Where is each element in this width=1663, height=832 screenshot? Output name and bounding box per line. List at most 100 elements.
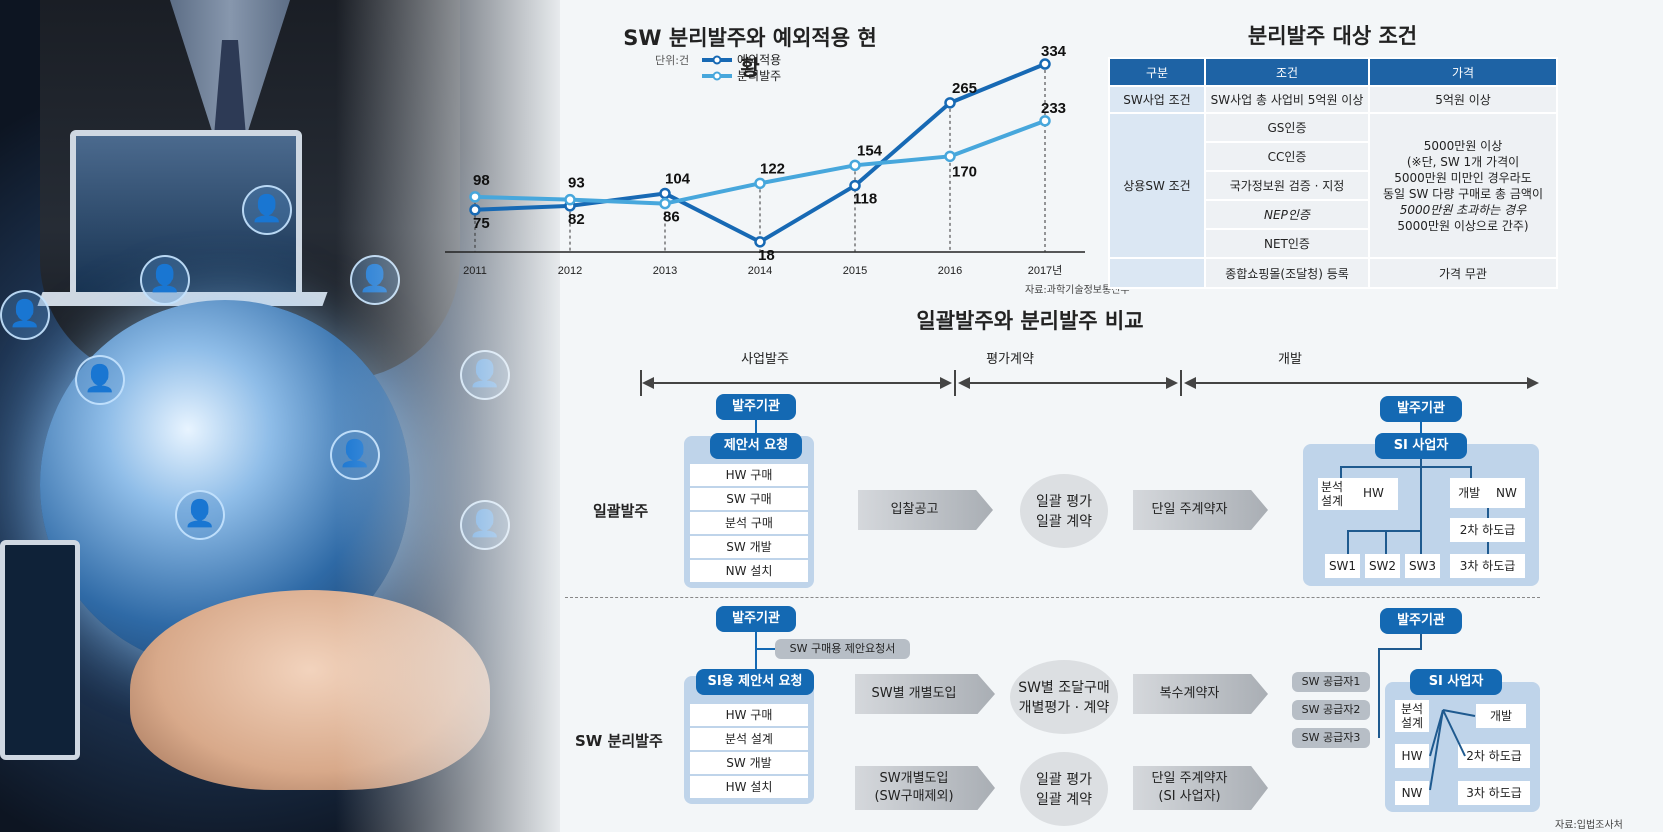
phase-line (650, 382, 940, 384)
analysis-line: 설계 (1321, 494, 1344, 508)
data-label: 86 (663, 209, 680, 226)
phase-arrow-right (940, 377, 952, 389)
split-right-org-pill: 발주기관 (1380, 608, 1462, 634)
split-item: 분석 설계 (690, 728, 808, 750)
phase-arrow-right (1527, 377, 1539, 389)
chart-source: 자료:과학기술정보통신부 (1025, 285, 1130, 296)
data-label: 75 (473, 215, 490, 232)
data-label: 170 (952, 163, 977, 180)
comparison-source: 자료:입법조사처 (1555, 820, 1623, 831)
sw-supplier: SW 공급자2 (1292, 700, 1370, 720)
x-tick-label: 2014 (748, 265, 772, 277)
row1-condition: SW사업 총 사업비 5억원 이상 (1204, 85, 1370, 114)
bulk-tender-arrow: 입찰공고 (858, 490, 993, 530)
split-eval-circle: SW별 조달구매 개별평가 · 계약 (1010, 660, 1118, 734)
bulk-sub3-box: 3차 하도급 (1450, 554, 1525, 578)
analysis-label: 분석 설계 (1321, 480, 1343, 508)
data-point (564, 193, 576, 206)
connector (1378, 648, 1380, 738)
phase-contract-label: 평가계약 (986, 352, 1034, 367)
bulk-org-pill: 발주기관 (716, 394, 796, 420)
split-org-pill: 발주기관 (716, 606, 796, 632)
data-label: 18 (758, 247, 775, 264)
sw-supplier: SW 공급자1 (1292, 672, 1370, 692)
bulk-item: SW 구매 (690, 488, 808, 510)
split-item: SW 개발 (690, 752, 808, 774)
analysis-line: 분석 (1400, 702, 1424, 716)
connector (1347, 530, 1420, 532)
row-divider (565, 597, 1540, 598)
data-point (659, 187, 671, 200)
circle-line: 일괄 계약 (1036, 514, 1092, 530)
bulk-rfp-pill: 제안서 요청 (710, 433, 802, 459)
bulk-single-contractor-arrow: 단일 주계약자 (1133, 490, 1268, 530)
connector (1385, 530, 1387, 554)
row3-category (1108, 257, 1206, 289)
data-label: 93 (568, 175, 585, 192)
connector (755, 420, 757, 434)
data-point (944, 150, 956, 163)
sw3-box: SW3 (1405, 554, 1440, 578)
price-line: 5000만원 이상 (1423, 138, 1503, 153)
data-label: 265 (952, 80, 977, 97)
chart-unit: 단위:건 (655, 54, 690, 67)
phase-order-label: 사업발주 (741, 352, 789, 367)
data-label: 104 (665, 170, 691, 187)
phase-arrow-left (1184, 377, 1196, 389)
circle-line: 일괄 평가 (1036, 494, 1092, 510)
table-title: 분리발주 대상 조건 (1247, 24, 1418, 48)
x-tick-label: 2015 (843, 265, 867, 277)
row2-price: 5000만원 이상 (※단, SW 1개 가격이 5000만원 미만인 경우라도… (1368, 112, 1558, 259)
price-line: 동일 SW 다량 구매로 총 금액이 (1383, 186, 1543, 201)
data-label: 98 (473, 172, 490, 189)
bulk-analysis-hw-box: 분석 설계 HW (1318, 478, 1398, 510)
split-sub2-box: 2차 하도급 (1458, 744, 1530, 768)
data-label: 122 (760, 160, 785, 177)
split-rfp-pill: SI용 제안서 요청 (696, 669, 814, 695)
split-multi-contractor-arrow: 복수계약자 (1133, 674, 1268, 714)
bulk-dev-nw-box: 개발 NW (1450, 478, 1525, 508)
bulk-eval-circle: 일괄 평가 일괄 계약 (1020, 474, 1108, 548)
connector (755, 632, 757, 672)
split-sub3-box: 3차 하도급 (1458, 781, 1530, 805)
arrow-line: 단일 주계약자 (1151, 771, 1228, 786)
connector (1420, 422, 1422, 434)
price-line: (※단, SW 1개 가격이 (1406, 154, 1520, 169)
bulk-item: SW 개발 (690, 536, 808, 558)
connector (1347, 530, 1349, 554)
data-label: 154 (857, 142, 883, 159)
legend-marker (712, 55, 722, 65)
hero-photo: 👤 👤 👤 👤 👤 👤 👤 👤 👤 (0, 0, 560, 832)
analysis-line: 설계 (1400, 716, 1424, 730)
phase-arrow-left (958, 377, 970, 389)
hw-label: HW (1363, 486, 1384, 500)
data-point (754, 177, 766, 190)
sw2-box: SW2 (1365, 554, 1400, 578)
split-individual-arrow: SW별 개별도입 (855, 674, 995, 714)
dev-label: 개발 (1458, 486, 1481, 500)
row1-category: SW사업 조건 (1108, 85, 1206, 114)
connector (1420, 459, 1422, 575)
header-condition: 조건 (1204, 57, 1370, 87)
sw-purchase-rfp: SW 구매용 제안요청서 (775, 639, 910, 659)
connector (1470, 466, 1472, 478)
bulk-si-pill: SI 사업자 (1375, 433, 1467, 459)
connector (1420, 634, 1422, 648)
split-single-contractor-arrow: 단일 주계약자 (SI 사업자) (1133, 766, 1268, 810)
circle-line: 개별평가 · 계약 (1018, 700, 1110, 716)
data-point (469, 204, 481, 216)
data-point (659, 197, 671, 210)
connector (1487, 508, 1489, 520)
connector (1340, 466, 1470, 468)
circle-line: 일괄 계약 (1036, 792, 1092, 808)
cond-shoppingmall: 종합쇼핑몰(조달청) 등록 (1204, 257, 1370, 289)
nw-label: NW (1496, 486, 1517, 500)
row-label-bulk: 일괄발주 (593, 502, 649, 520)
arrow-line: (SW구매제외) (874, 789, 954, 804)
header-category: 구분 (1108, 57, 1206, 87)
split-item: HW 구매 (690, 704, 808, 726)
data-point (754, 236, 766, 248)
data-point (1039, 115, 1051, 127)
x-tick-label: 2017년 (1028, 264, 1063, 277)
